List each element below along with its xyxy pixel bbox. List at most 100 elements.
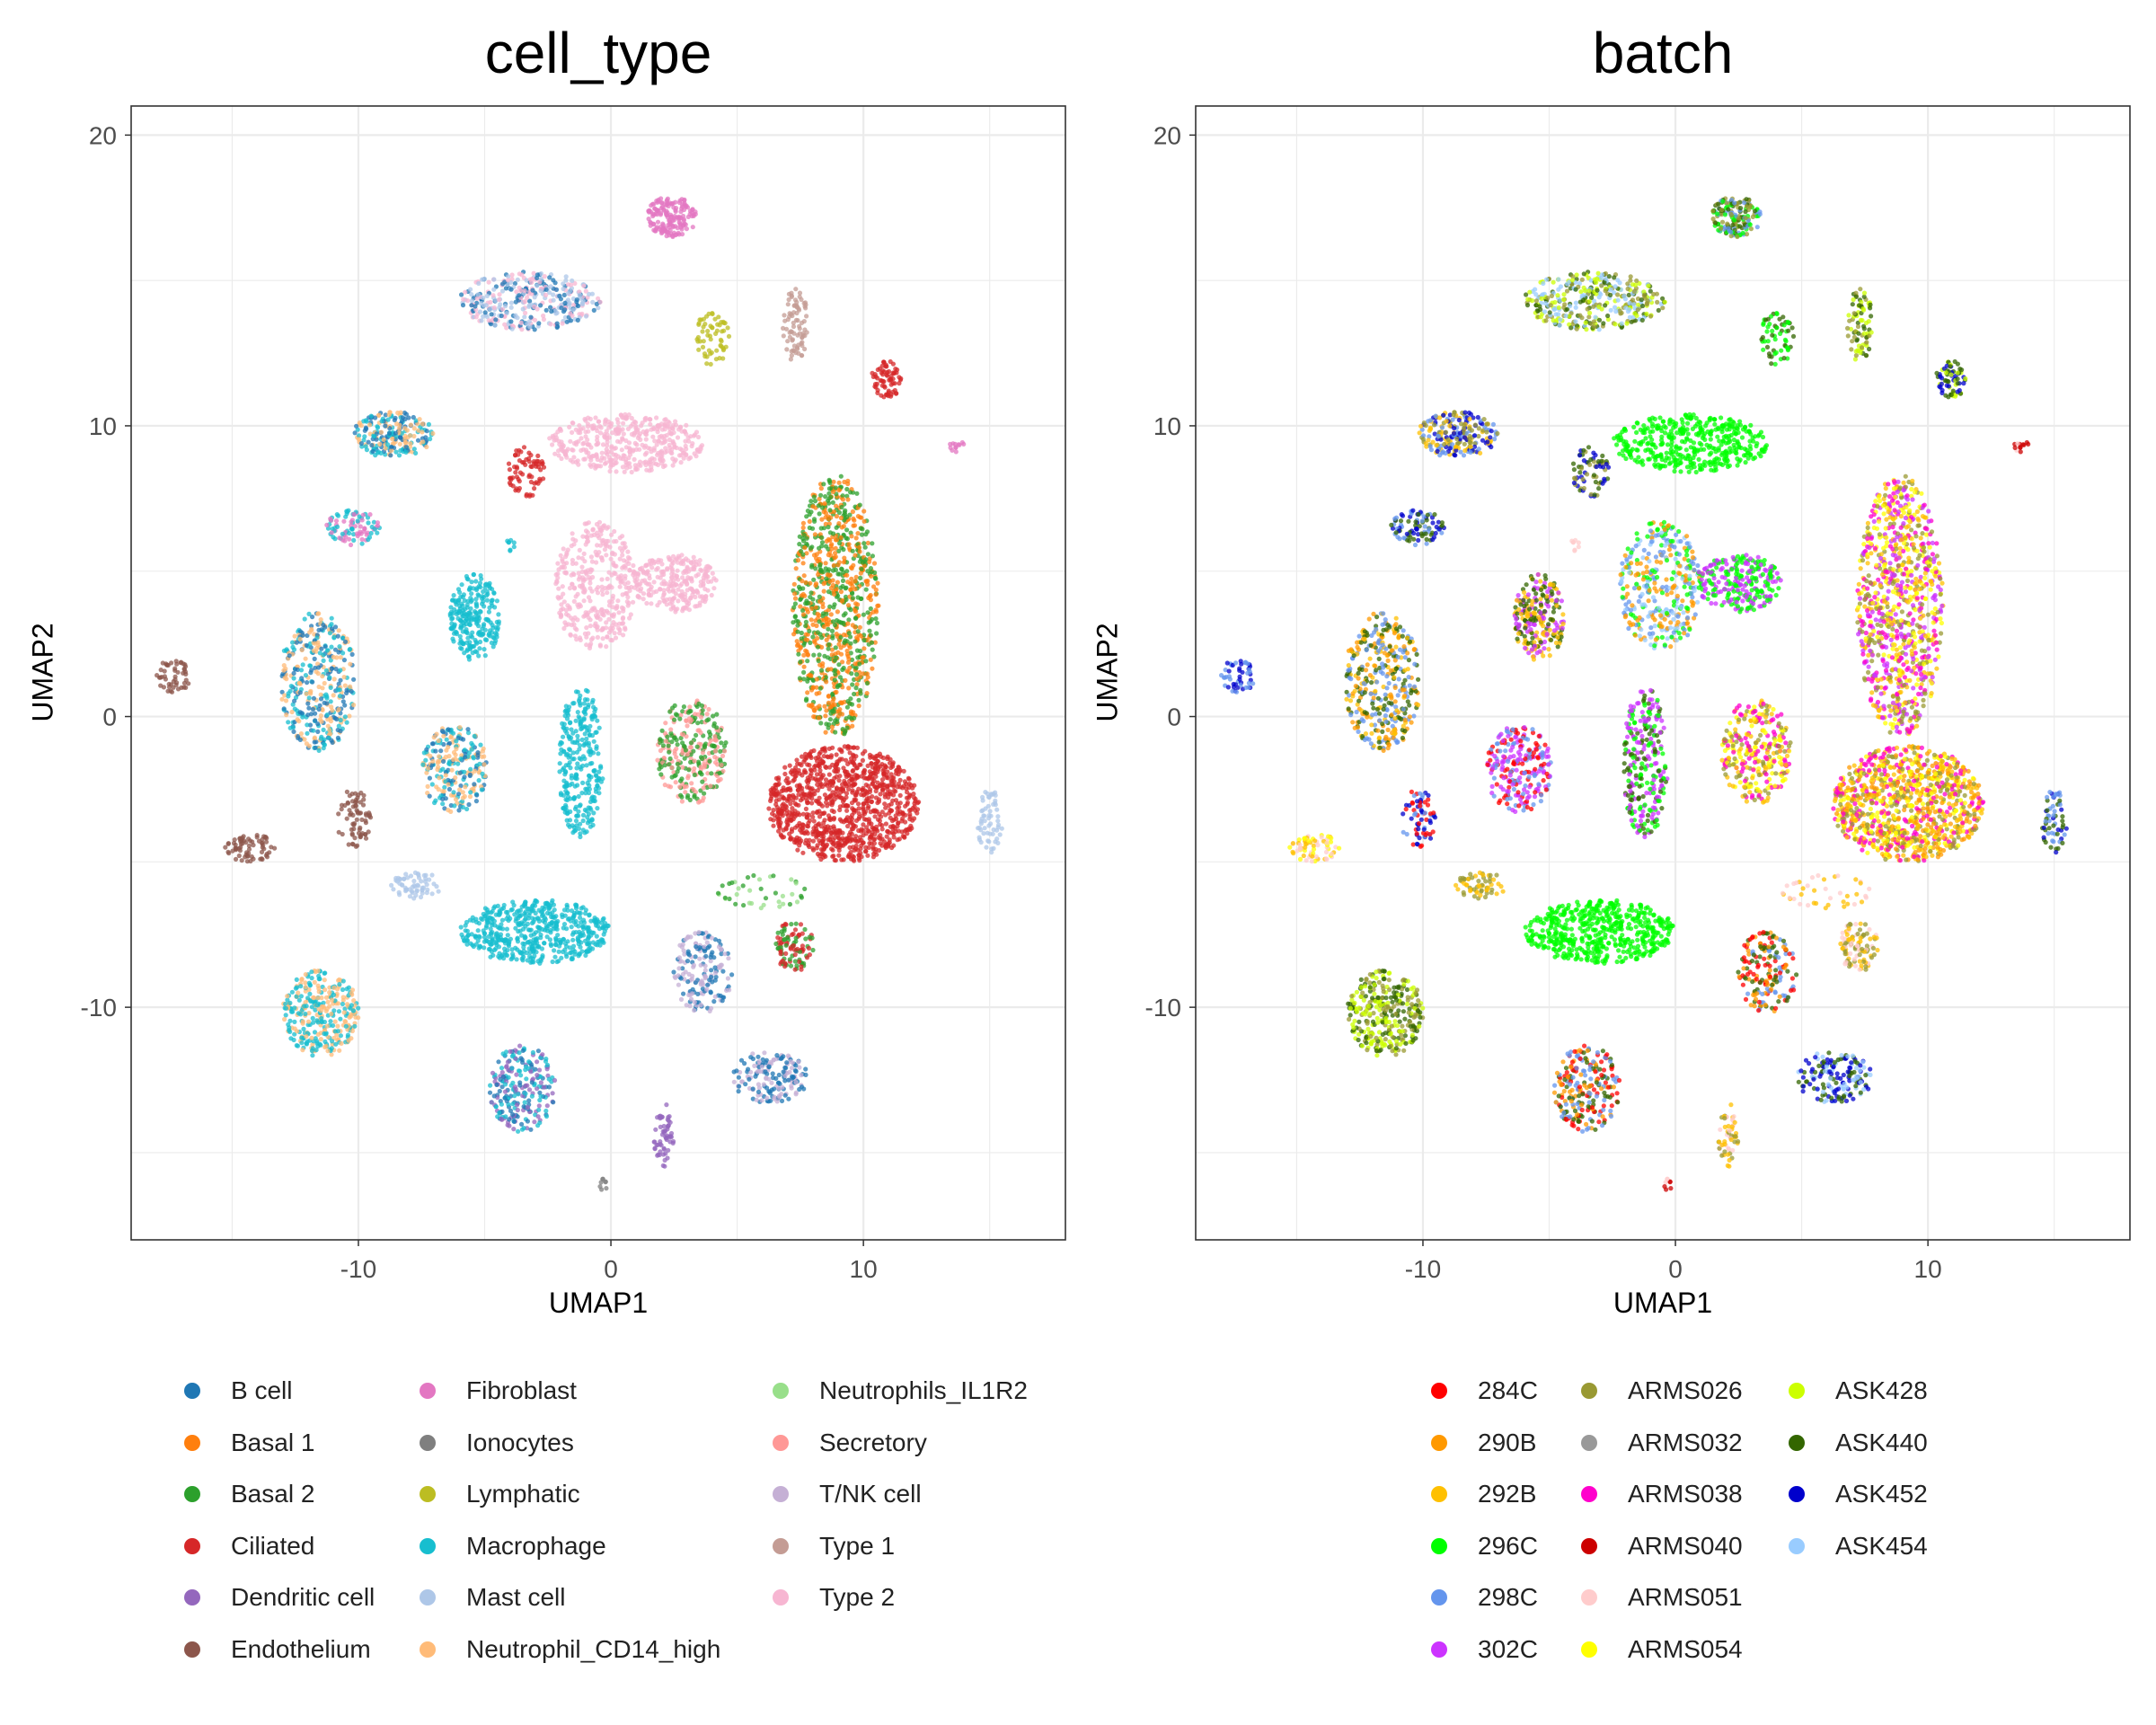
data-point [607,457,613,464]
data-point [516,476,521,482]
data-point [336,723,341,729]
data-point [844,569,850,574]
data-point [318,617,323,623]
data-point [588,749,594,755]
data-point [580,780,586,786]
data-point [688,567,694,572]
data-point [709,771,714,776]
data-point [621,615,626,621]
data-point [386,430,393,436]
data-point [313,718,318,723]
data-point [814,685,819,690]
data-point [684,783,689,789]
data-point [500,306,506,312]
data-point [582,697,588,703]
data-point [567,747,572,752]
data-point [791,620,796,625]
data-point [671,429,676,436]
data-point [701,785,706,791]
data-point [509,326,515,332]
data-point [867,594,872,599]
data-point [311,695,316,701]
data-point [656,438,661,444]
data-point [470,742,475,748]
data-point [429,741,435,747]
data-point [855,531,861,536]
data-point [462,769,467,774]
data-point [507,480,513,486]
data-point [717,770,722,776]
data-point [436,758,441,765]
data-point [310,615,315,620]
data-point [848,587,853,593]
data-point [570,278,575,284]
data-point [643,462,649,468]
data-point [415,438,421,443]
data-point [609,532,614,537]
data-point [420,439,426,445]
data-point [813,583,818,588]
data-point [589,733,596,739]
data-point [820,661,826,667]
data-point [823,730,828,735]
data-point [883,364,888,369]
data-point [570,617,576,623]
data-point [852,691,857,697]
data-point [844,668,850,674]
data-point [465,577,471,582]
data-point [796,641,801,648]
data-point [477,615,482,621]
data-point [580,754,587,759]
data-point [843,677,848,684]
data-point [613,571,618,577]
data-point [658,748,664,754]
data-point [605,610,611,615]
data-point [464,806,470,812]
data-point [600,636,605,641]
data-point [808,499,814,504]
data-point [551,292,556,297]
data-point [496,621,501,627]
data-point [838,515,844,521]
data-point [803,632,808,637]
data-point [538,303,543,308]
data-point [840,659,845,665]
data-point [787,311,792,316]
data-point [830,500,835,505]
data-point [879,370,884,376]
data-point [370,448,376,454]
data-point [362,434,367,439]
data-point [683,204,689,209]
data-point [475,292,481,297]
data-point [850,596,856,601]
data-point [824,637,829,642]
data-point [821,482,826,487]
data-point [567,288,573,294]
data-point [784,775,791,781]
data-point [462,606,468,612]
data-point [506,540,512,545]
data-point [847,634,853,640]
data-point [580,441,586,447]
data-point [561,792,567,798]
data-point [610,430,615,436]
data-point [849,671,854,677]
data-point [292,633,297,639]
data-point [824,576,829,581]
data-point [851,523,856,528]
data-point [595,553,600,558]
data-point [324,522,330,528]
data-point [838,585,844,590]
data-point [323,644,328,650]
data-point [456,597,462,603]
data-point [685,723,690,729]
data-point [452,803,457,809]
data-point [650,211,656,217]
data-point [481,296,486,301]
data-point [557,742,563,748]
data-point [578,802,583,808]
data-point [701,316,707,322]
data-point [388,453,393,458]
data-point [349,519,354,525]
data-point [800,343,805,349]
